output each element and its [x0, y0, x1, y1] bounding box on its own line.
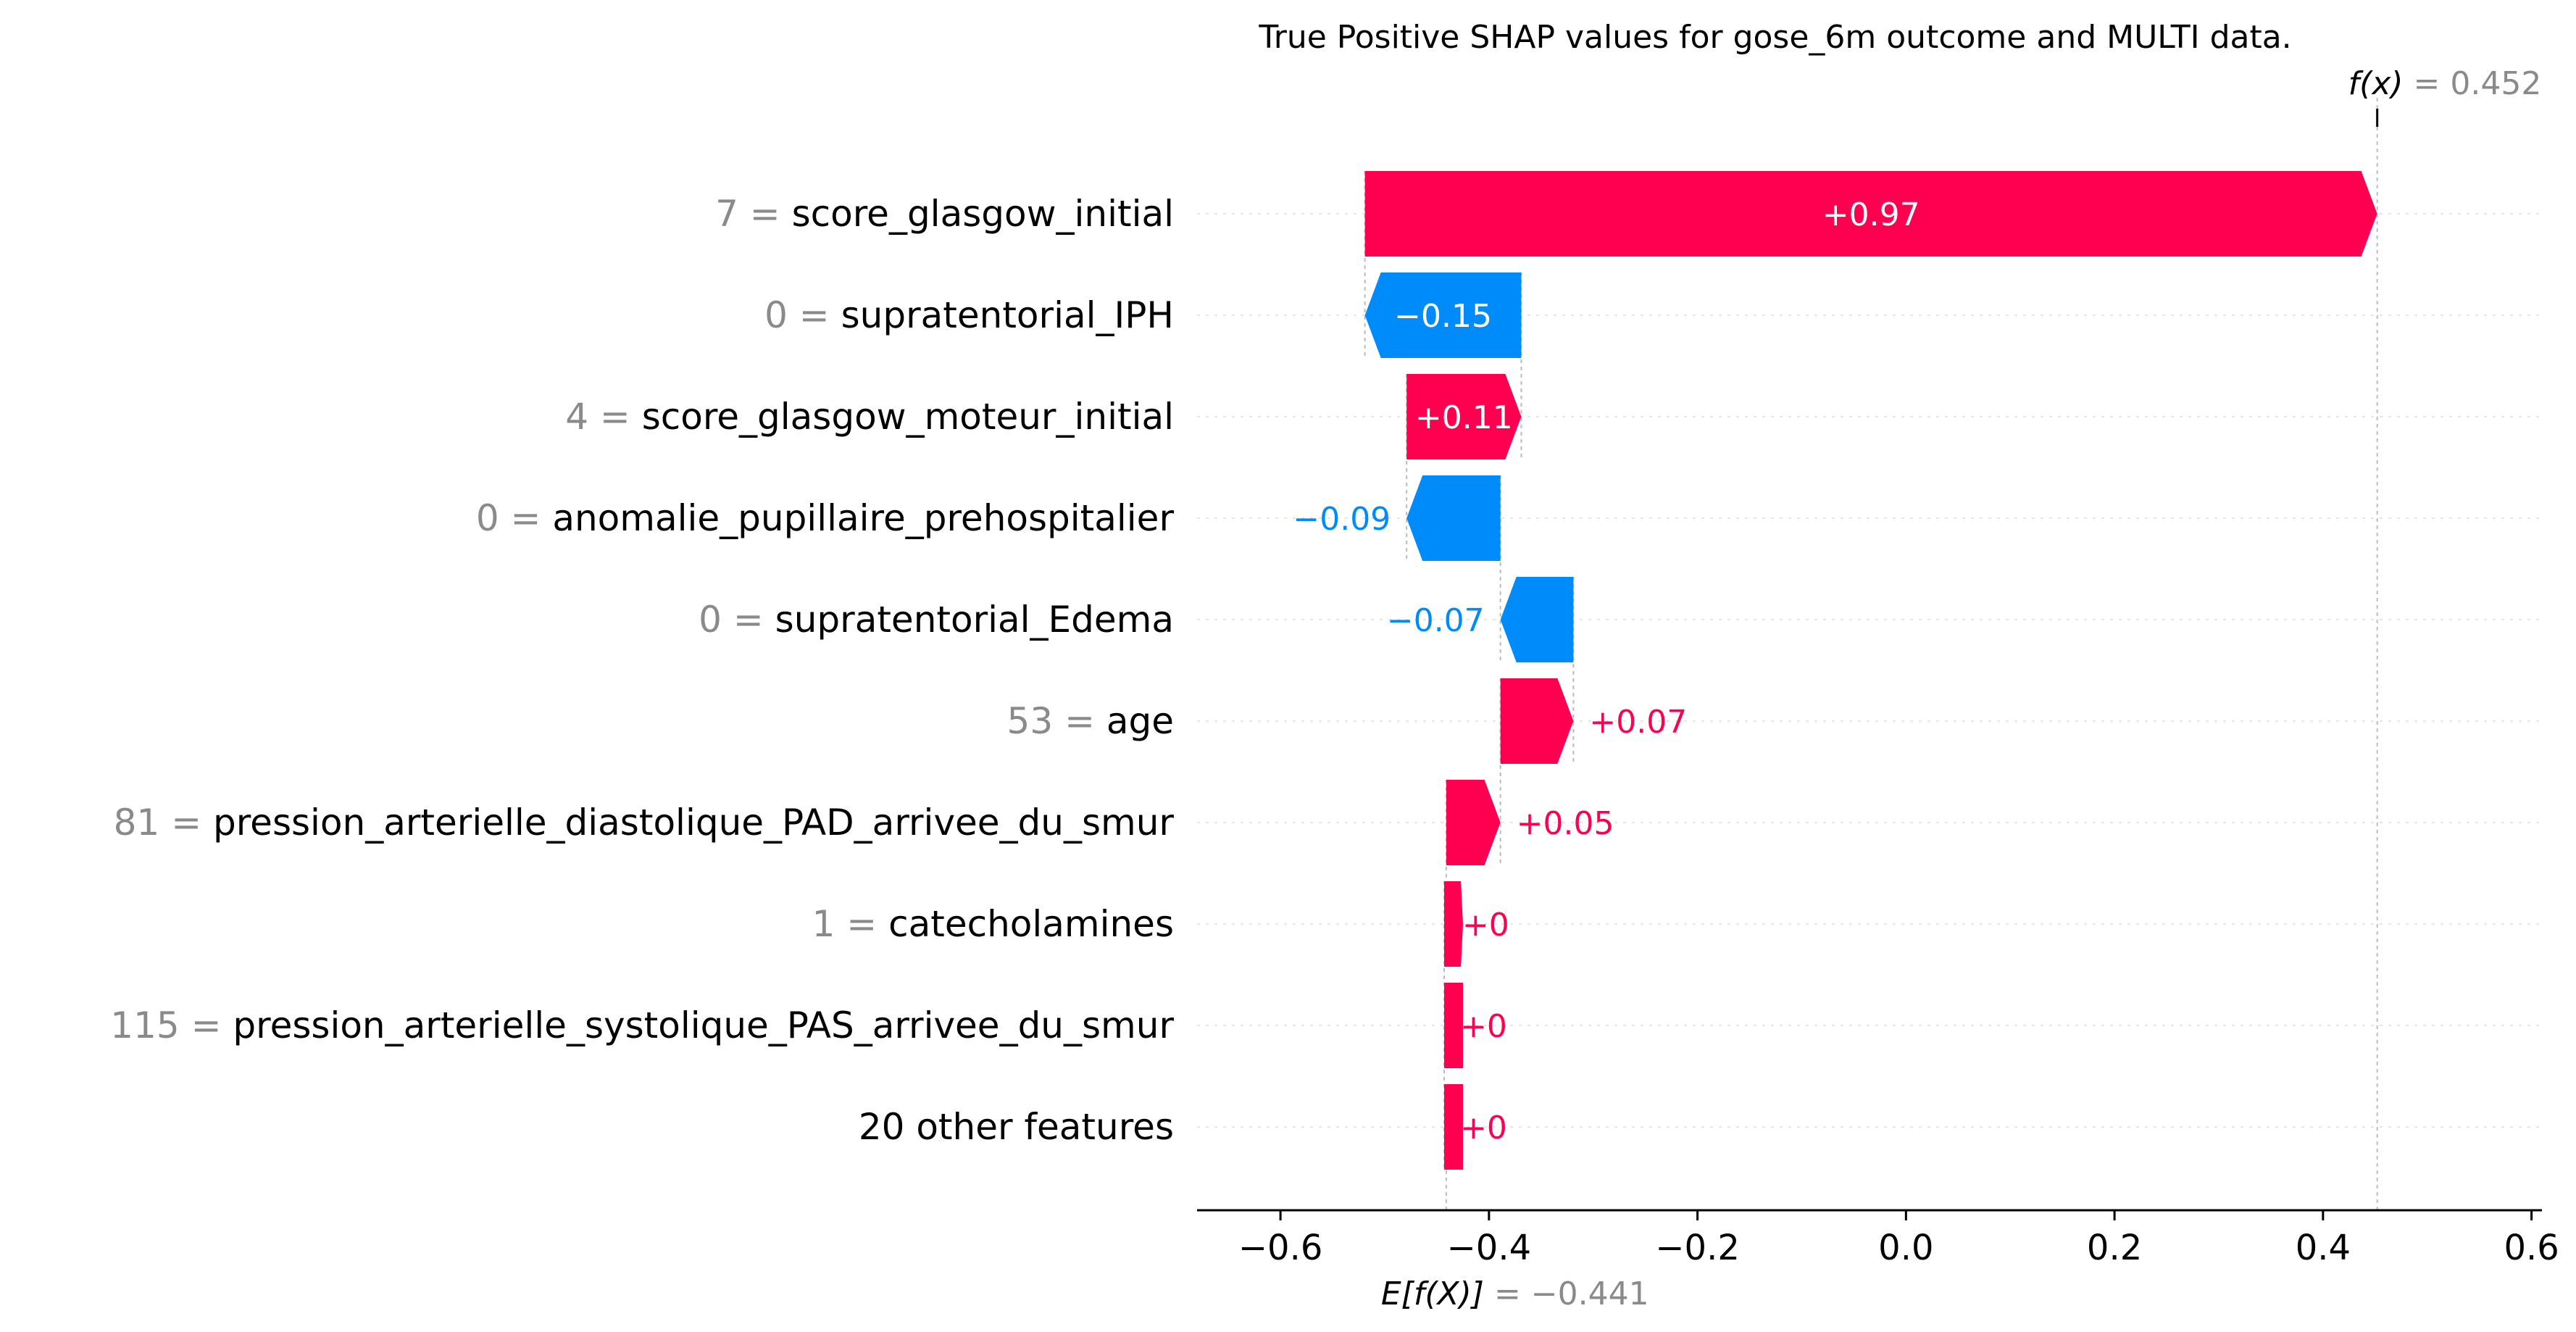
- feature-value: 4 =: [565, 396, 642, 438]
- feature-label: 115 = pression_arterielle_systolique_PAS…: [110, 1004, 1174, 1046]
- feature-name: 20 other features: [859, 1106, 1174, 1148]
- bar-value-label: −0.07: [1387, 602, 1485, 639]
- feature-label: 7 = score_glasgow_initial: [715, 193, 1174, 235]
- base-value-marker: E[f(X)] = −0.441: [1381, 1275, 1649, 1312]
- base-value-label: E[f(X)] = −0.441: [1381, 1275, 1649, 1312]
- feature-label: 0 = anomalie_pupillaire_prehospitalier: [476, 497, 1175, 539]
- shap-bar: [1443, 1084, 1463, 1170]
- shap-bar: [1446, 780, 1501, 865]
- feature-name: supratentorial_IPH: [841, 294, 1174, 336]
- base-value-number: = −0.441: [1494, 1275, 1649, 1312]
- feature-label: 81 = pression_arterielle_diastolique_PAD…: [114, 802, 1175, 844]
- feature-name: supratentorial_Edema: [775, 599, 1174, 641]
- bar-value-label: +0: [1462, 907, 1509, 944]
- x-tick-label: 0.0: [1878, 1228, 1933, 1268]
- shap-bar: [1500, 577, 1574, 662]
- bar-value-label: −0.15: [1394, 298, 1492, 335]
- bar-value-label: +0.11: [1415, 399, 1513, 436]
- x-tick-label: −0.4: [1447, 1228, 1532, 1268]
- feature-value: 1 =: [812, 903, 889, 945]
- output-value-number: = 0.452: [2414, 65, 2542, 102]
- shap-bar: [1364, 171, 2377, 257]
- output-value-prefix: f(x): [2348, 65, 2414, 102]
- feature-name: pression_arterielle_diastolique_PAD_arri…: [213, 802, 1174, 844]
- feature-value: 0 =: [764, 294, 841, 336]
- bars-layer: +0.97 −0.15 +0.11 −0.09 −0.07 +0.07 +0.05 +0 +0 +…: [1293, 171, 2377, 1170]
- feature-value: 0 =: [699, 599, 775, 641]
- bar-value-label: +0: [1460, 1110, 1507, 1146]
- feature-name: score_glasgow_initial: [792, 193, 1174, 235]
- chart-title: True Positive SHAP values for gose_6m ou…: [1258, 19, 2291, 56]
- shap-bar: [1406, 475, 1501, 561]
- feature-label: 1 = catecholamines: [812, 903, 1174, 945]
- feature-label: 53 = age: [1007, 700, 1174, 742]
- feature-label: 20 other features: [859, 1106, 1174, 1148]
- base-value-prefix: E[f(X)]: [1381, 1275, 1494, 1312]
- shap-bar: [1500, 678, 1574, 764]
- x-tick-label: −0.2: [1655, 1228, 1740, 1268]
- feature-value: 115 =: [110, 1004, 233, 1046]
- feature-label: 0 = supratentorial_IPH: [764, 294, 1174, 336]
- bar-value-label: −0.09: [1293, 501, 1391, 538]
- feature-value: 81 =: [114, 802, 213, 844]
- feature-labels: 7 = score_glasgow_initial 0 = supratentor…: [110, 193, 1175, 1148]
- feature-name: catecholamines: [888, 903, 1174, 945]
- bar-value-label: +0.07: [1589, 704, 1687, 741]
- shap-bar: [1443, 881, 1463, 967]
- feature-name: score_glasgow_moteur_initial: [642, 396, 1174, 438]
- x-axis: −0.6 −0.4 −0.2 0.0 0.2 0.4 0.6: [1197, 1209, 2559, 1268]
- x-tick-label: 0.6: [2504, 1228, 2559, 1268]
- output-value-marker: f(x) = 0.452: [2348, 65, 2542, 127]
- bar-value-label: +0.97: [1822, 196, 1920, 233]
- x-tick-label: 0.2: [2087, 1228, 2142, 1268]
- shap-bar: [1443, 983, 1463, 1068]
- feature-label: 4 = score_glasgow_moteur_initial: [565, 396, 1174, 438]
- x-tick-label: 0.4: [2296, 1228, 2351, 1268]
- feature-name: pression_arterielle_systolique_PAS_arriv…: [233, 1004, 1174, 1046]
- feature-label: 0 = supratentorial_Edema: [699, 599, 1174, 641]
- feature-name: age: [1106, 700, 1174, 742]
- output-value-label: f(x) = 0.452: [2348, 65, 2542, 102]
- feature-value: 0 =: [476, 497, 553, 539]
- feature-value: 53 =: [1007, 700, 1106, 742]
- bar-value-label: +0.05: [1517, 805, 1614, 842]
- shap-bar: [1364, 272, 1522, 358]
- bar-value-label: +0: [1460, 1008, 1507, 1045]
- x-tick-label: −0.6: [1238, 1228, 1323, 1268]
- shap-bar: [1406, 374, 1522, 459]
- feature-name: anomalie_pupillaire_prehospitalier: [552, 497, 1174, 539]
- feature-value: 7 =: [715, 193, 792, 235]
